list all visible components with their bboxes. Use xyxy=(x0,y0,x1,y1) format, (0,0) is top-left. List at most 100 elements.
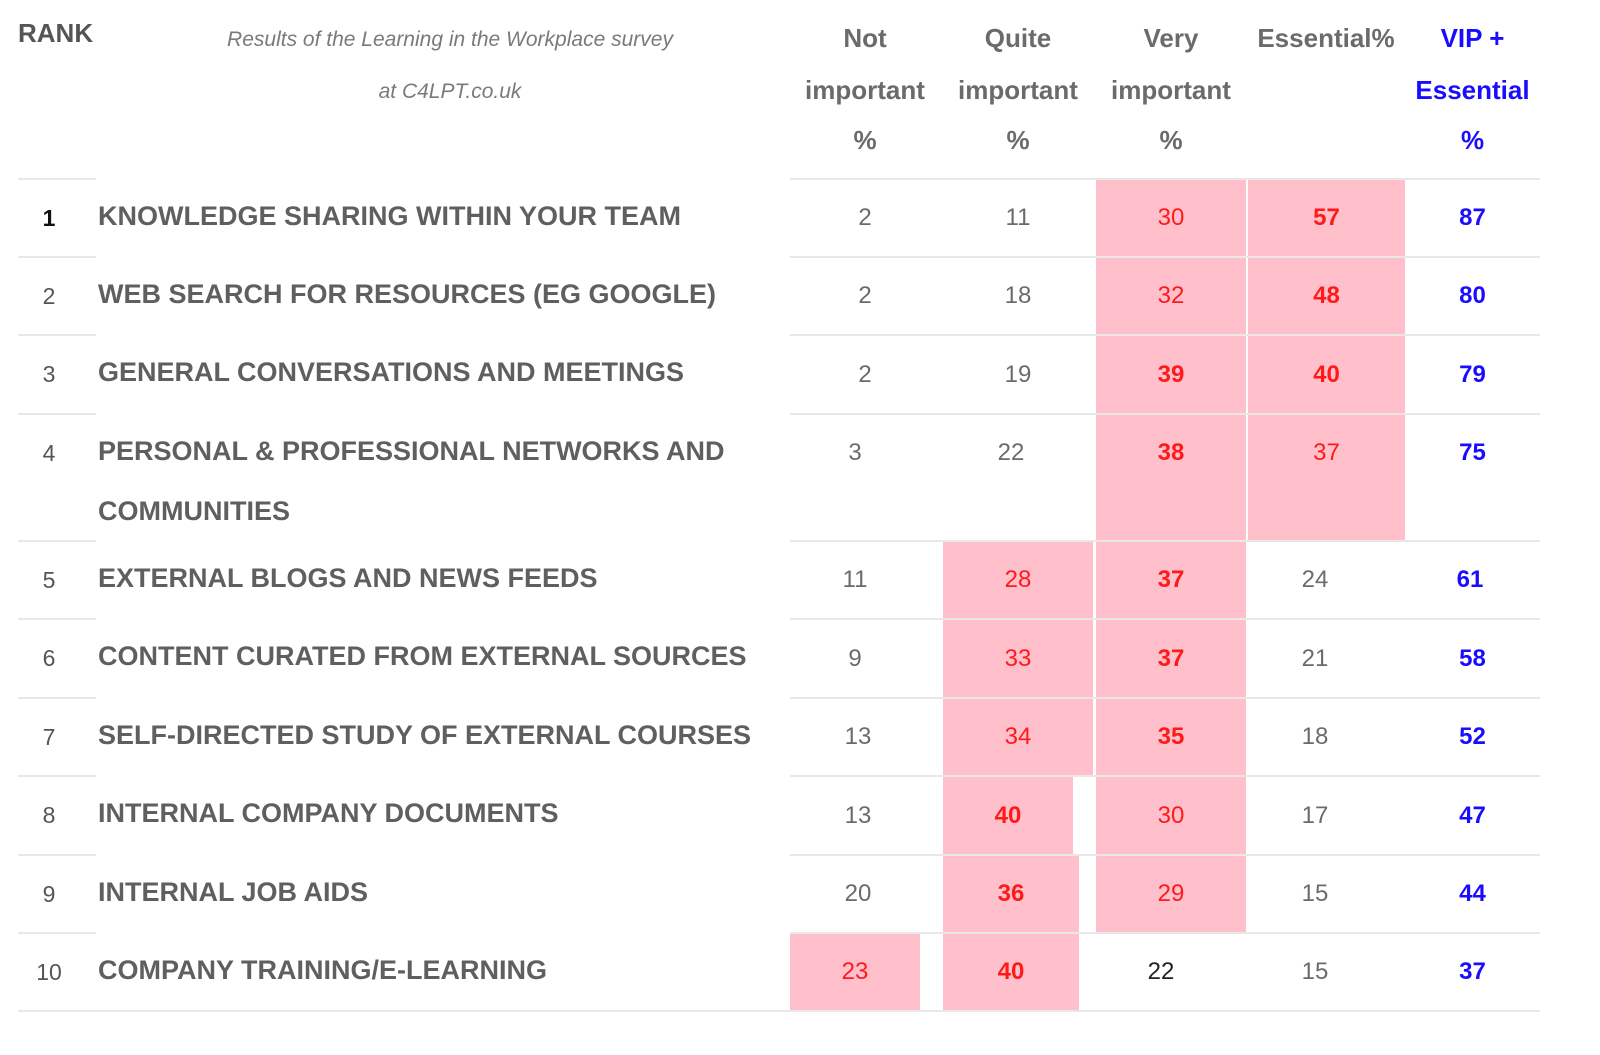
very-important-cell: 37 xyxy=(1096,542,1246,618)
essential-cell: 15 xyxy=(1301,958,1329,985)
col-header-very-line3: % xyxy=(1159,125,1183,155)
separator-left xyxy=(18,334,96,336)
separator-left xyxy=(18,256,96,258)
not-important-cell: 3 xyxy=(848,439,862,466)
not-important-cell: 23 xyxy=(790,934,920,1010)
quite-important-cell: 19 xyxy=(1004,361,1032,388)
separator-left xyxy=(18,540,96,542)
col-header-not-line2: important xyxy=(805,75,925,105)
quite-important-cell: 28 xyxy=(943,542,1093,618)
survey-subtitle-line2: at C4LPT.co.uk xyxy=(378,80,522,103)
separator-right xyxy=(790,178,1540,180)
separator-right xyxy=(790,932,1540,934)
col-header-not-line3: % xyxy=(853,125,877,155)
separator-right xyxy=(790,334,1540,336)
table-row: 8 INTERNAL COMPANY DOCUMENTS 13 40 30 17… xyxy=(0,777,1600,854)
col-header-vip-line1: VIP + xyxy=(1440,23,1505,53)
col-header-vip-line2: Essential xyxy=(1415,75,1530,105)
col-header-not-line1: Not xyxy=(843,23,887,53)
rank-cell: 5 xyxy=(42,567,56,593)
vip-essential-cell: 75 xyxy=(1459,439,1486,466)
separator-right xyxy=(790,413,1540,415)
quite-important-cell: 22 xyxy=(997,439,1025,466)
very-important-cell: 30 xyxy=(1096,777,1246,854)
rank-cell: 9 xyxy=(42,881,56,907)
not-important-cell: 20 xyxy=(844,880,872,907)
vip-essential-cell: 87 xyxy=(1459,204,1486,231)
essential-cell: 37 xyxy=(1248,415,1405,540)
essential-cell: 24 xyxy=(1301,566,1329,593)
vip-essential-cell: 80 xyxy=(1459,282,1486,309)
col-header-essential-line1: Essential% xyxy=(1257,23,1395,53)
vip-essential-cell: 61 xyxy=(1456,566,1484,593)
separator-left xyxy=(18,697,96,699)
col-header-very-line1: Very xyxy=(1143,23,1199,53)
rank-cell: 2 xyxy=(42,283,56,309)
very-important-cell: 32 xyxy=(1096,258,1246,334)
very-important-cell: 37 xyxy=(1096,620,1246,697)
separator-left xyxy=(18,775,96,777)
not-important-cell: 13 xyxy=(844,802,872,829)
vip-essential-cell: 58 xyxy=(1459,645,1486,672)
separator-right xyxy=(790,540,1540,542)
col-header-quite-line1: Quite xyxy=(984,23,1052,53)
vip-essential-cell: 47 xyxy=(1459,802,1486,829)
col-header-vip-line3: % xyxy=(1460,125,1485,155)
method-label: WEB SEARCH FOR RESOURCES (EG GOOGLE) xyxy=(98,279,717,309)
quite-important-cell: 40 xyxy=(943,934,1079,1010)
rank-cell: 6 xyxy=(42,645,56,671)
method-label: EXTERNAL BLOGS AND NEWS FEEDS xyxy=(98,563,598,593)
separator-right xyxy=(790,256,1540,258)
table-row: 10 COMPANY TRAINING/E-LEARNING 23 40 22 … xyxy=(0,934,1600,1010)
table-row: 6 CONTENT CURATED FROM EXTERNAL SOURCES … xyxy=(0,620,1600,697)
very-important-cell: 30 xyxy=(1096,180,1246,256)
method-label: KNOWLEDGE SHARING WITHIN YOUR TEAM xyxy=(98,201,681,231)
quite-important-cell: 18 xyxy=(1004,282,1032,309)
table-row: 5 EXTERNAL BLOGS AND NEWS FEEDS 11 28 37… xyxy=(0,542,1600,618)
vip-essential-cell: 37 xyxy=(1459,958,1486,985)
very-important-cell: 39 xyxy=(1096,336,1246,413)
not-important-cell: 2 xyxy=(858,204,872,231)
very-important-cell: 38 xyxy=(1096,415,1246,540)
essential-cell: 21 xyxy=(1301,645,1329,672)
essential-cell: 48 xyxy=(1248,258,1405,334)
table-row: 2 WEB SEARCH FOR RESOURCES (EG GOOGLE) 2… xyxy=(0,258,1600,334)
very-important-cell: 35 xyxy=(1096,699,1246,775)
method-label-line2: COMMUNITIES xyxy=(98,496,290,526)
separator-left xyxy=(18,618,96,620)
method-label: SELF-DIRECTED STUDY OF EXTERNAL COURSES xyxy=(98,720,752,750)
separator-left xyxy=(18,413,96,415)
quite-important-cell: 33 xyxy=(943,620,1093,697)
col-header-quite-line2: important xyxy=(958,75,1078,105)
separator-right xyxy=(790,854,1540,856)
separator-left xyxy=(18,178,96,180)
table-row: 4 PERSONAL & PROFESSIONAL NETWORKS AND C… xyxy=(0,415,1600,540)
essential-cell: 57 xyxy=(1248,180,1405,256)
method-label: COMPANY TRAINING/E-LEARNING xyxy=(98,955,548,985)
not-important-cell: 9 xyxy=(848,645,862,672)
survey-subtitle-line1: Results of the Learning in the Workplace… xyxy=(227,28,673,51)
essential-cell: 18 xyxy=(1301,723,1329,750)
essential-cell: 17 xyxy=(1301,802,1329,829)
vip-essential-cell: 44 xyxy=(1459,880,1486,907)
rank-header: RANK xyxy=(18,18,94,48)
separator-right xyxy=(790,697,1540,699)
rank-cell: 7 xyxy=(42,724,56,750)
col-header-very-line2: important xyxy=(1111,75,1231,105)
vip-essential-cell: 79 xyxy=(1459,361,1486,388)
table-row: 3 GENERAL CONVERSATIONS AND MEETINGS 2 1… xyxy=(0,336,1600,413)
rank-cell: 10 xyxy=(36,959,62,985)
method-label: GENERAL CONVERSATIONS AND MEETINGS xyxy=(98,357,685,387)
quite-important-cell: 40 xyxy=(943,777,1073,854)
not-important-cell: 2 xyxy=(858,282,872,309)
very-important-cell: 29 xyxy=(1096,856,1246,932)
rank-cell: 3 xyxy=(42,361,56,387)
method-label: INTERNAL COMPANY DOCUMENTS xyxy=(98,798,559,828)
method-label: CONTENT CURATED FROM EXTERNAL SOURCES xyxy=(98,641,747,671)
quite-important-cell: 34 xyxy=(943,699,1093,775)
not-important-cell: 13 xyxy=(844,723,872,750)
separator-bottom xyxy=(18,1010,1540,1012)
method-label: INTERNAL JOB AIDS xyxy=(98,877,369,907)
separator-left xyxy=(18,854,96,856)
method-label-line1: PERSONAL & PROFESSIONAL NETWORKS AND xyxy=(98,436,725,466)
